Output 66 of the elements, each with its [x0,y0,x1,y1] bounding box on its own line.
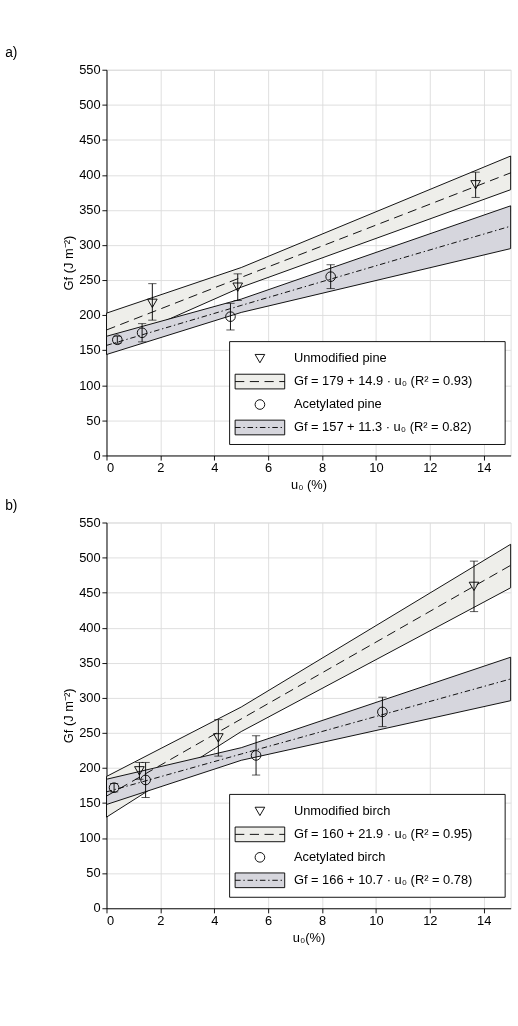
x-axis-title: u₀ (%) [291,477,328,493]
y-tick-label: 0 [93,900,101,916]
x-tick-label: 8 [318,460,327,476]
y-tick-label: 200 [79,307,101,323]
legend-label: Gf = 157 + 11.3 · u₀ (R² = 0.82) [293,419,472,435]
legend-label: Acetylated pine [293,396,382,412]
y-axis-title: Gf (J m⁻²) [60,688,76,744]
x-tick-label: 8 [318,913,327,929]
y-tick-label: 50 [86,412,101,428]
x-tick-label: 14 [477,460,492,476]
y-tick-label: 100 [79,830,101,846]
point [325,271,336,282]
y-tick-label: 50 [86,865,101,881]
legend-label: Unmodified pine [293,350,387,366]
x-tick-label: 2 [157,460,165,476]
x-tick-label: 14 [477,913,492,929]
point [225,311,236,322]
y-tick-label: 350 [79,202,101,218]
point [140,774,151,786]
point [250,750,262,761]
y-tick-label: 150 [79,342,101,358]
legend-label: Gf = 179 + 14.9 · u₀ (R² = 0.93) [293,373,473,389]
x-tick-label: 6 [265,460,273,476]
y-tick-label: 150 [79,795,101,811]
point [232,282,244,292]
point [213,733,224,743]
y-tick-label: 350 [79,654,101,670]
y-tick-label: 250 [79,725,101,741]
point [470,180,481,190]
x-tick-label: 12 [423,460,438,476]
x-tick-label: 0 [107,460,115,476]
y-tick-label: 450 [79,132,101,148]
y-tick-label: 550 [79,514,101,530]
y-axis-title: Gf (J m⁻²) [60,235,76,291]
y-tick-label: 300 [79,237,101,253]
x-tick-label: 0 [107,913,115,929]
y-tick-label: 550 [79,61,101,77]
point [377,706,388,718]
point [468,581,480,592]
x-tick-label: 10 [369,460,384,476]
y-tick-label: 0 [93,447,101,463]
x-tick-label: 2 [157,913,165,929]
y-tick-label: 250 [79,272,101,288]
point [134,766,145,776]
y-tick-label: 500 [79,96,101,112]
y-tick-label: 200 [79,760,101,776]
point [147,298,158,308]
x-tick-label: 6 [265,913,273,929]
chart-title: b) [5,497,18,513]
x-tick-label: 4 [211,913,219,929]
x-tick-label: 10 [369,913,384,929]
y-tick-label: 100 [79,377,101,393]
x-axis-title: u₀(%) [292,929,326,945]
y-tick-label: 300 [79,690,101,706]
legend-label: Gf = 160 + 21.9 · u₀ (R² = 0.95) [293,826,473,842]
y-tick-label: 500 [79,549,101,565]
legend-label: Acetylated birch [293,849,386,864]
point [136,327,148,339]
x-tick-label: 4 [211,460,219,476]
chart-title: a) [5,44,18,60]
legend-label: Unmodified birch [293,803,391,819]
y-tick-label: 400 [79,167,101,183]
y-tick-label: 400 [79,619,101,635]
legend-label: Gf = 166 + 10.7 · u₀ (R² = 0.78) [293,871,473,887]
x-tick-label: 12 [423,913,438,929]
y-tick-label: 450 [79,584,101,600]
